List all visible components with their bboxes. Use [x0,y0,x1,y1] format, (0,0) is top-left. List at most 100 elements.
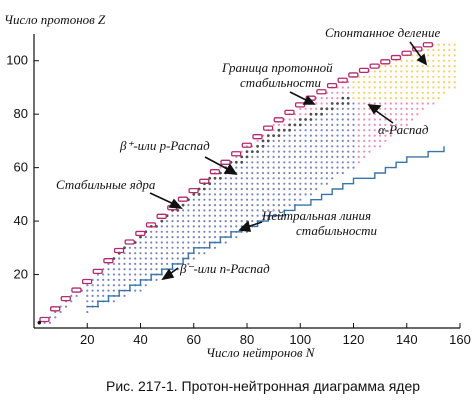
nuclide-point [379,86,382,89]
nuclide-point [139,257,142,260]
nuclide-point [251,220,254,223]
nuclide-point [411,75,414,78]
nuclide-point [315,177,318,180]
nuclide-point [192,220,195,223]
nuclide-point [315,155,318,158]
nuclide-point [198,214,201,217]
nuclide-point [427,70,430,73]
nuclide-point [235,225,238,228]
nuclide-point [277,161,280,164]
nuclide-point [229,193,233,196]
nuclide-point [389,65,392,68]
nuclide-point [448,48,451,52]
nuclide-point [224,193,227,196]
boundary-segment [316,89,327,95]
nuclide-point [368,123,371,126]
nuclide-point [400,91,403,94]
nuclide-point [325,129,328,132]
nuclide-point [325,166,328,169]
nuclide-point [416,81,419,84]
nuclide-point [187,241,190,244]
nuclide-point [245,182,249,185]
nuclide-point [416,75,419,78]
nuclide-point [171,252,174,255]
nuclide-point [453,86,456,89]
nuclide-point [283,134,286,137]
nuclide-point [341,171,344,175]
nuclide-point [128,252,131,255]
nuclide-point [304,155,307,158]
nuclide-point [123,278,126,281]
nuclide-point [379,118,382,121]
nuclide-point [139,289,142,292]
nuclide-point [213,209,217,212]
nuclide-point [250,150,254,154]
nuclide-point [379,129,382,132]
nuclide-point [336,145,339,148]
nuclide-point [288,198,291,201]
nuclide-point [432,70,435,73]
nuclide-point [411,113,414,116]
nuclide-point [427,59,430,62]
arrowhead-boundary [302,95,316,105]
nuclide-point [240,204,243,207]
nuclide-point [203,236,206,239]
nuclide-point [267,209,270,212]
nuclide-point [213,193,217,196]
nuclide-point [288,193,291,196]
nuclide-point [315,123,318,126]
nuclide-point [59,310,62,314]
nuclide-point [320,102,323,105]
nuclide-point [331,134,334,137]
nuclide-point [432,65,435,68]
nuclide-point [389,70,392,73]
nuclide-point [357,118,360,121]
nuclide-point [245,214,249,217]
nuclide-point [325,113,328,116]
nuclide-point [245,209,249,212]
nuclide-point [43,321,46,324]
nuclide-point [368,97,371,100]
nuclide-point [70,294,73,297]
nuclide-point [160,230,163,233]
nuclide-point [368,150,371,153]
nuclide-point [256,161,259,164]
nuclide-point [213,220,217,223]
nuclide-point [405,107,408,110]
nuclide-point [229,204,233,207]
nuclide-point [432,75,435,78]
boundary-segment [401,50,412,56]
nuclide-point [229,225,233,228]
nuclide-point [261,171,265,175]
nuclide-point [384,118,387,121]
nuclide-point [389,107,392,110]
nuclide-point [442,81,446,84]
nuclide-point [368,86,371,89]
nuclide-point [283,166,286,169]
plot-area [37,42,456,325]
nuclide-point [442,70,446,73]
nuclide-point [64,305,68,308]
nuclide-point [107,289,110,292]
nuclide-point [395,118,398,121]
nuclide-point [379,134,382,137]
nuclide-point [384,134,387,137]
nuclide-point [453,43,456,46]
nuclide-point [267,182,270,185]
nuclide-point [288,204,291,207]
nuclide-point [272,134,275,138]
nuclide-point [123,257,126,260]
nuclide-point [442,48,446,52]
nuclide-point [198,198,201,201]
nuclide-point [352,107,355,110]
nuclide-point [219,187,222,191]
nuclide-point [299,107,302,110]
nuclide-point [224,230,227,233]
nuclide-point [379,81,382,84]
nuclide-point [363,134,366,137]
nuclide-point [299,134,302,137]
nuclide-point [261,139,265,143]
nuclide-point [363,150,366,153]
nuclide-point [331,145,334,148]
proton-boundary-line [39,42,434,323]
